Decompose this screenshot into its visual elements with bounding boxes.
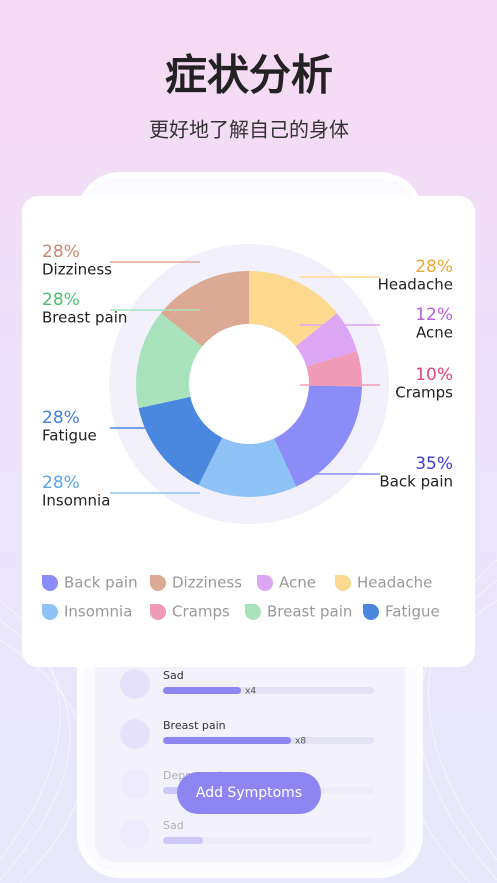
list-icon	[120, 719, 150, 749]
legend-swatch	[363, 604, 379, 620]
legend-label: Insomnia	[64, 603, 132, 621]
donut-hole	[189, 324, 309, 444]
list-track	[163, 837, 374, 844]
category-label: Insomnia	[42, 492, 110, 510]
value-label: 28%	[42, 408, 80, 428]
value-label: 28%	[42, 473, 80, 493]
legend-label: Breast pain	[267, 603, 352, 621]
legend-label: Cramps	[172, 603, 230, 621]
value-label: 12%	[415, 305, 453, 325]
category-label: Fatigue	[42, 427, 97, 445]
category-label: Acne	[416, 324, 453, 342]
legend-swatch	[42, 575, 58, 591]
value-label: 28%	[42, 290, 80, 310]
legend-label: Headache	[357, 574, 432, 592]
category-label: Back pain	[379, 473, 453, 491]
list-icon	[120, 769, 150, 799]
title: 症状分析	[165, 51, 333, 100]
add-button[interactable]	[177, 772, 321, 814]
list-label: Breast pain	[163, 719, 226, 732]
value-label: 28%	[42, 242, 80, 262]
category-label: Headache	[378, 276, 453, 294]
category-label: Dizziness	[42, 261, 112, 279]
legend-swatch	[257, 575, 273, 591]
list-label: Sad	[163, 819, 184, 832]
list-count: x8	[295, 737, 306, 747]
legend-label: Back pain	[64, 574, 138, 592]
subtitle: 更好地了解自己的身体	[149, 118, 349, 142]
list-icon	[120, 669, 150, 699]
list-bar	[163, 737, 291, 744]
legend-label: Acne	[279, 574, 316, 592]
list-icon	[120, 819, 150, 849]
value-label: 28%	[415, 257, 453, 277]
list-label: Sad	[163, 669, 184, 682]
legend-label: Dizziness	[172, 574, 242, 592]
legend-swatch	[42, 604, 58, 620]
add-button-label[interactable]: Add Symptoms	[196, 785, 302, 801]
legend-swatch	[245, 604, 261, 620]
list-bar	[163, 837, 203, 844]
legend-swatch	[150, 604, 166, 620]
legend-swatch	[150, 575, 166, 591]
list-bar	[163, 687, 241, 694]
category-label: Cramps	[395, 384, 453, 402]
legend-swatch	[335, 575, 351, 591]
category-label: Breast pain	[42, 309, 127, 327]
list-count: x4	[245, 687, 256, 697]
value-label: 35%	[415, 454, 453, 474]
legend-label: Fatigue	[385, 603, 440, 621]
value-label: 10%	[415, 365, 453, 385]
